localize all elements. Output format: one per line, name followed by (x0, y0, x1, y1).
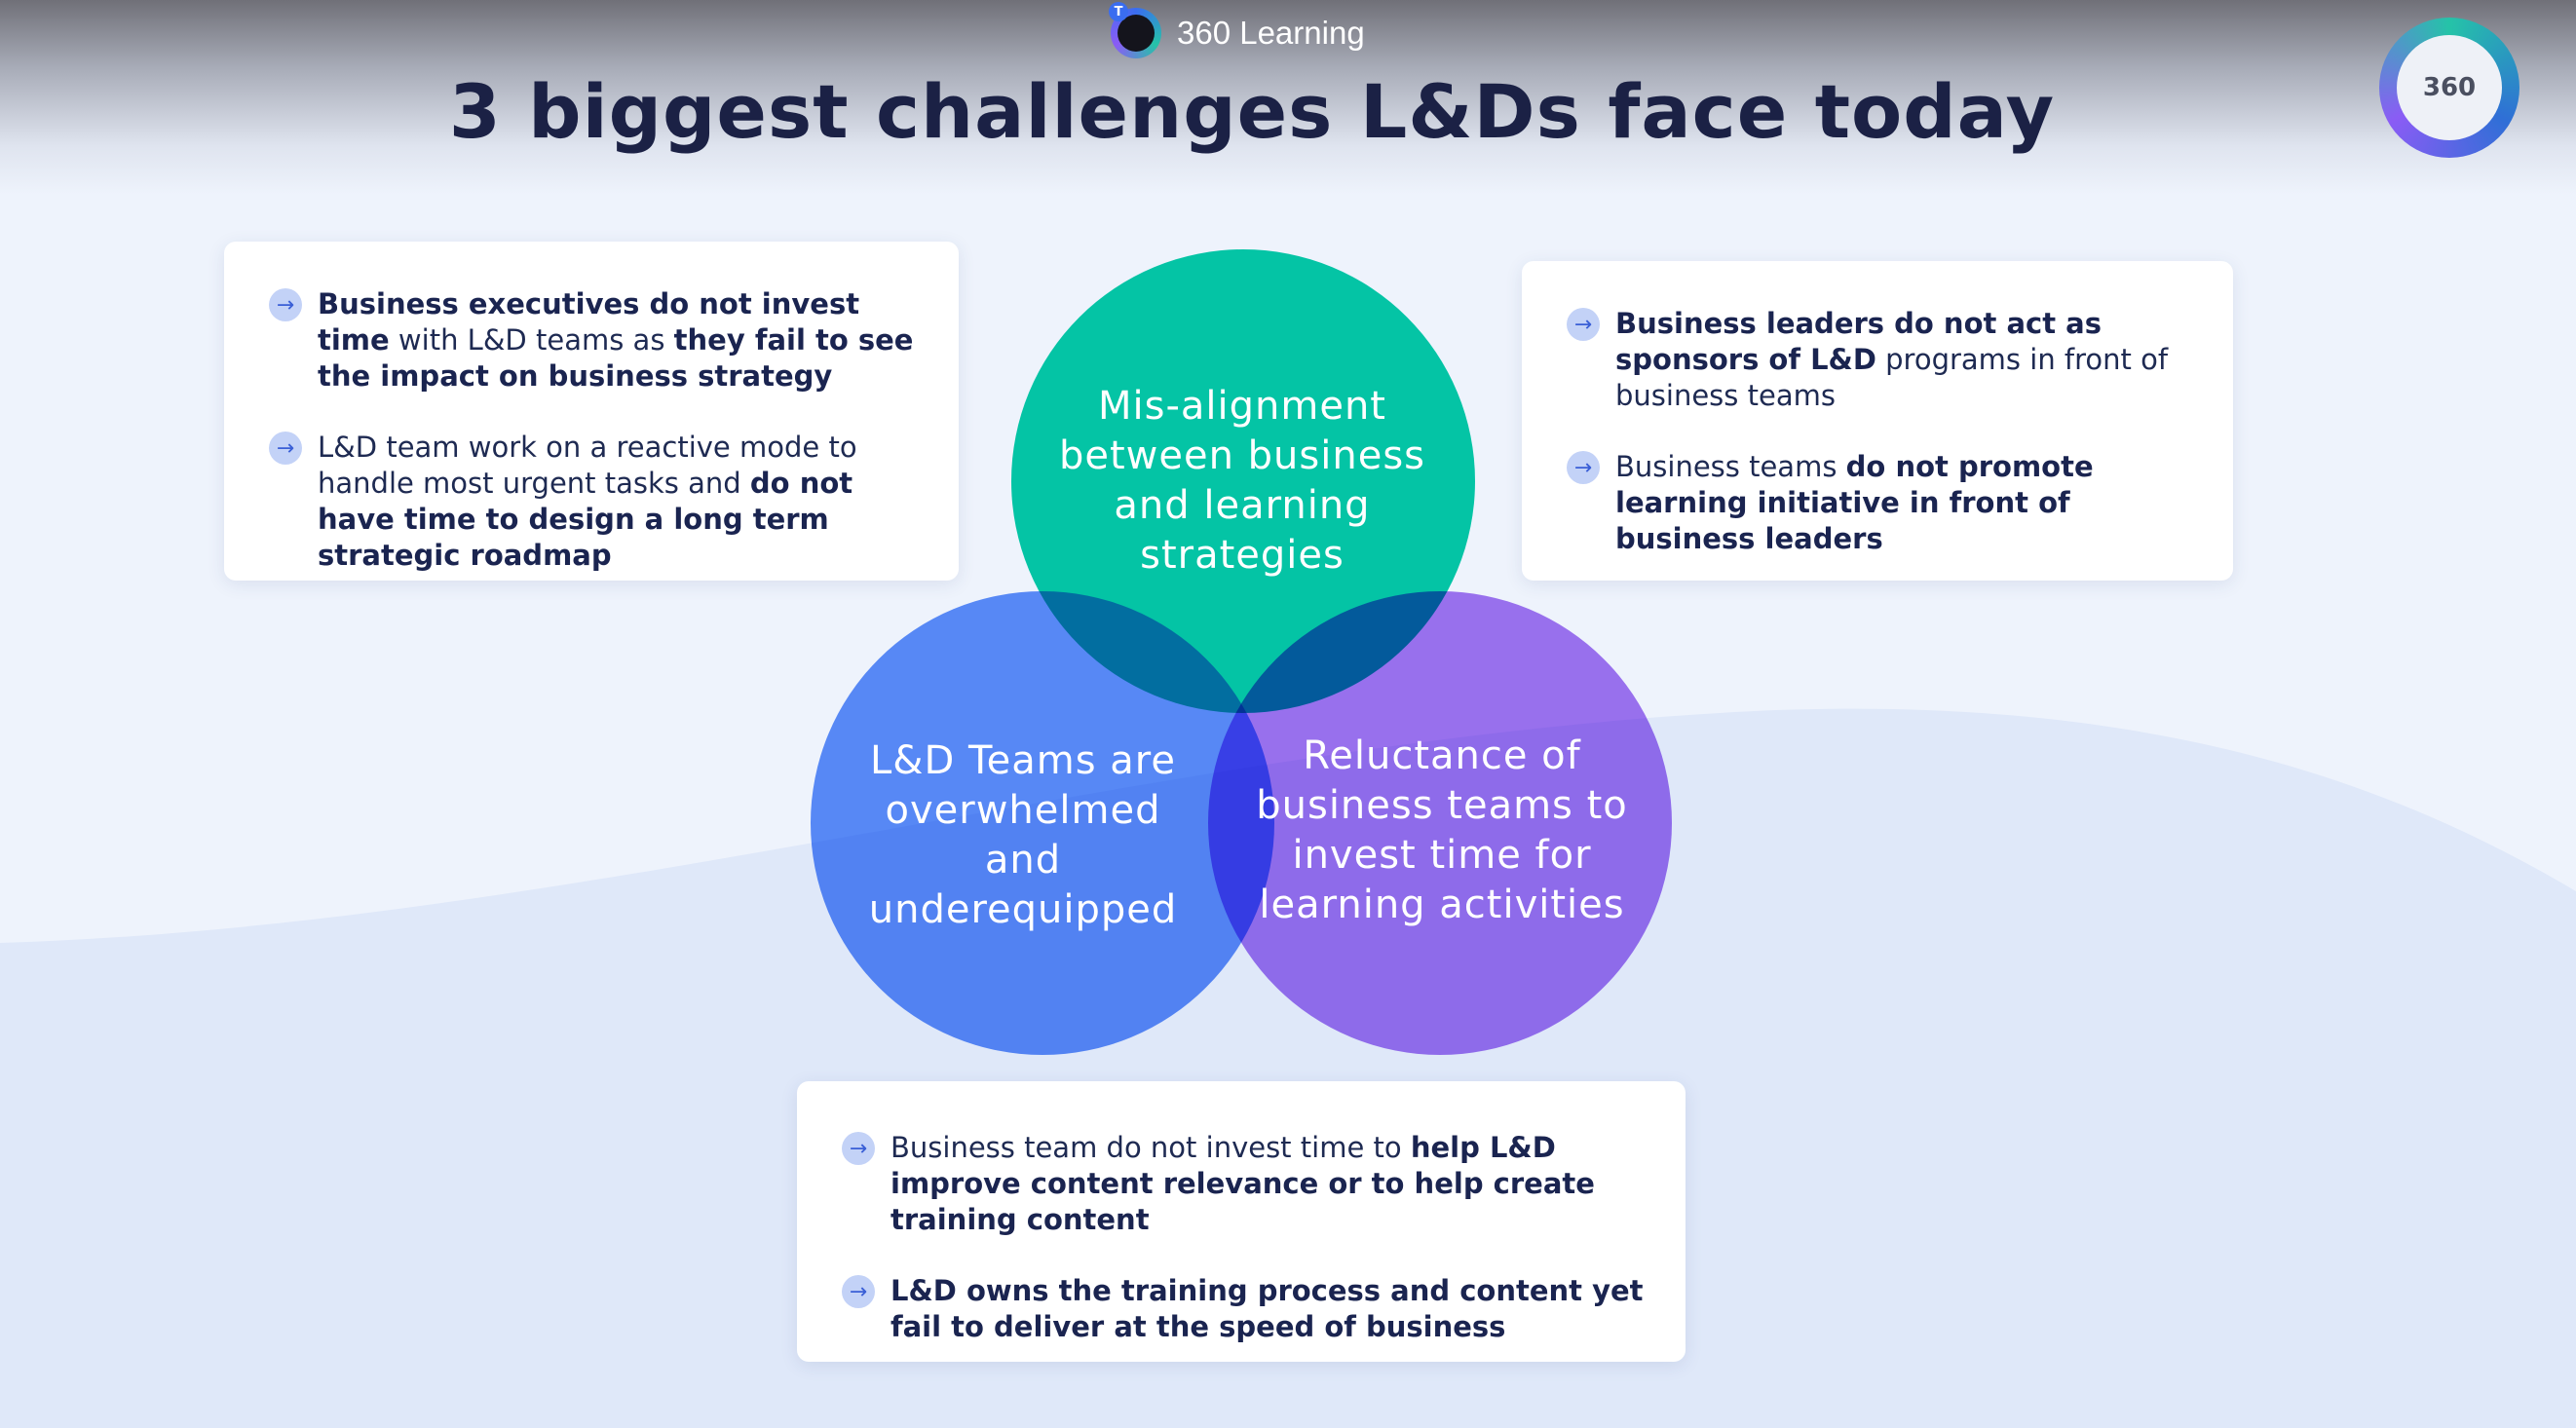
venn-circle-right (1208, 591, 1672, 1055)
header-background (0, 0, 2576, 195)
venn-label-right: Reluctance of business teams to invest t… (1256, 733, 1628, 927)
arrow-right-icon: → (842, 1275, 875, 1308)
app-header: T 360 Learning (1109, 2, 1365, 58)
arrow-right-icon: → (842, 1132, 875, 1165)
page-title: 3 biggest challenges L&Ds face today (448, 68, 2056, 155)
360-logo-icon: 360 (2379, 18, 2519, 158)
text-segment: programs in front of business teams (1615, 343, 2169, 412)
venn-label-left: L&D Teams are overwhelmed and underequip… (868, 738, 1178, 932)
user-badge: T (1109, 2, 1128, 21)
card-item-text: L&D team work on a reactive mode to hand… (318, 430, 920, 574)
card-top-right: → Business leaders do not act as sponsors… (1522, 261, 2233, 581)
360-logo-text: 360 (2397, 35, 2502, 140)
360learning-app-icon: T (1109, 2, 1161, 58)
text-segment: Business teams (1615, 450, 1846, 483)
bold-segment: do not promote learning initiative in fr… (1615, 450, 2094, 555)
card-item: → L&D owns the training process and conte… (842, 1273, 1647, 1345)
card-item-text: Business leaders do not act as sponsors … (1615, 306, 2194, 414)
bold-segment: Business executives do not invest time (318, 287, 860, 357)
text-segment: with L&D teams as (389, 323, 674, 357)
card-bottom: → Business team do not invest time to hel… (797, 1081, 1686, 1362)
bold-segment: L&D owns the training process and conten… (890, 1274, 1644, 1343)
card-item-text: Business teams do not promote learning i… (1615, 449, 2194, 557)
card-item-text: Business executives do not invest time w… (318, 286, 920, 395)
venn-circle-top (1011, 249, 1475, 713)
text-segment: L&D team work on a reactive mode to hand… (318, 431, 857, 500)
bold-segment: they fail to see the impact on business … (318, 323, 914, 393)
card-item: → Business executives do not invest time … (269, 286, 920, 395)
bold-segment: help L&D improve content relevance or to… (890, 1131, 1595, 1236)
card-item: → Business leaders do not act as sponsors… (1567, 306, 2194, 414)
bold-segment: do not have time to design a long term s… (318, 467, 853, 572)
arrow-right-icon: → (269, 432, 302, 465)
text-segment: Business team do not invest time to (890, 1131, 1411, 1164)
card-item-text: Business team do not invest time to help… (890, 1130, 1647, 1238)
arrow-right-icon: → (1567, 451, 1600, 484)
card-item: → Business team do not invest time to hel… (842, 1130, 1647, 1238)
arrow-right-icon: → (269, 288, 302, 321)
card-item: → Business teams do not promote learning … (1567, 449, 2194, 557)
card-item: → L&D team work on a reactive mode to han… (269, 430, 920, 574)
app-name: 360 Learning (1177, 15, 1365, 51)
venn-label-top: Mis-alignment between business and learn… (1058, 384, 1426, 578)
arrow-right-icon: → (1567, 308, 1600, 341)
card-top-left: → Business executives do not invest time … (224, 242, 959, 581)
card-item-text: L&D owns the training process and conten… (890, 1273, 1647, 1345)
venn-circle-left (811, 591, 1274, 1055)
bold-segment: Business leaders do not act as sponsors … (1615, 307, 2102, 376)
